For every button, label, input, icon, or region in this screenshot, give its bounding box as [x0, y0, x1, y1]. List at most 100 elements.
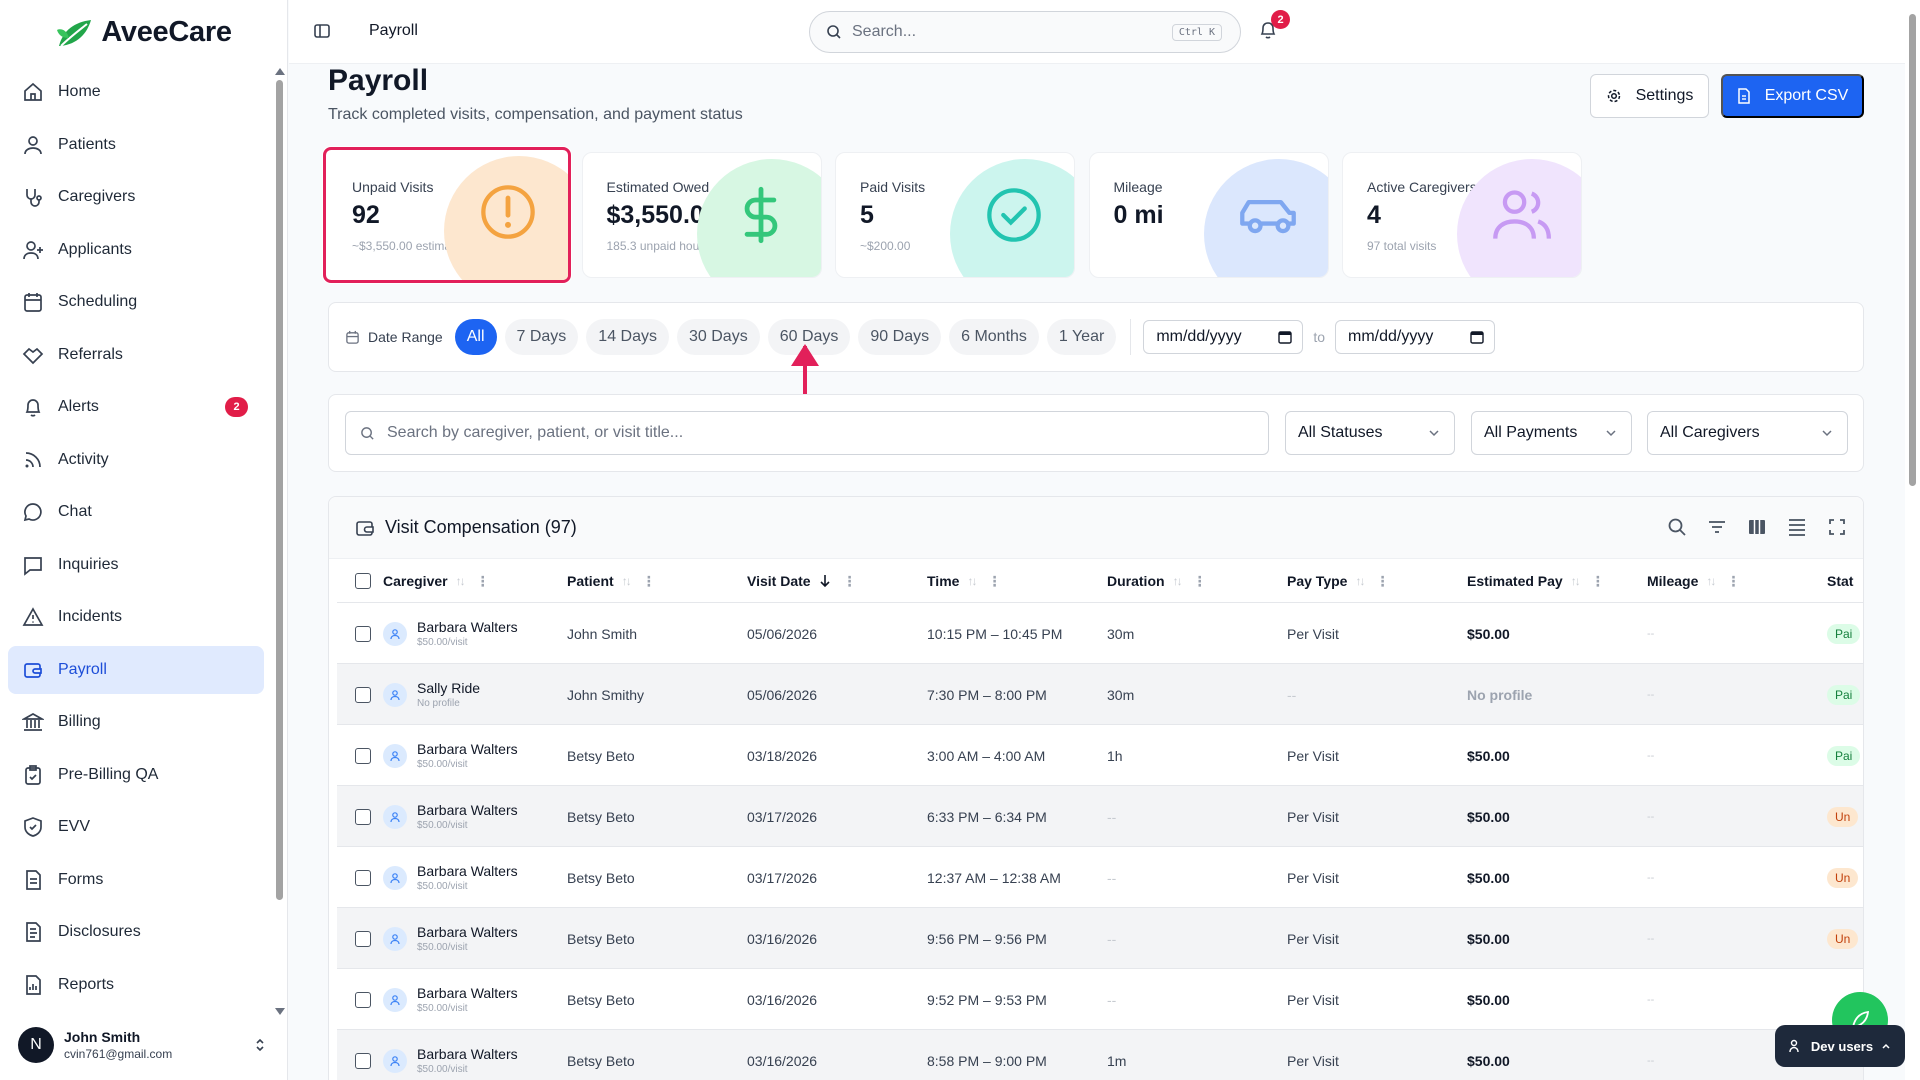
date-range-pill-14-days[interactable]: 14 Days	[586, 319, 669, 355]
app-logo[interactable]: AveeCare	[0, 0, 287, 64]
density-icon[interactable]	[1787, 517, 1809, 539]
sidebar-item-reports[interactable]: Reports	[8, 961, 264, 1009]
row-checkbox[interactable]	[355, 664, 371, 725]
table-search-icon[interactable]	[1667, 517, 1689, 539]
date-range-pill-7-days[interactable]: 7 Days	[504, 319, 579, 355]
sidebar-item-forms[interactable]: Forms	[8, 856, 264, 904]
sidebar-item-home[interactable]: Home	[8, 68, 264, 116]
global-search-input[interactable]: Search... Ctrl K	[809, 11, 1241, 53]
column-menu-icon[interactable]: ⋮	[1590, 573, 1605, 589]
table-row[interactable]: Sally Ride No profile John Smithy 05/06/…	[337, 664, 1863, 725]
stat-card-estimated-owed[interactable]: Estimated Owed $3,550.00 185.3 unpaid ho…	[581, 152, 822, 278]
sidebar-item-scheduling[interactable]: Scheduling	[8, 278, 264, 326]
column-header-time[interactable]: Time ↑↓ ⋮	[927, 559, 1001, 603]
visit-search-input[interactable]: Search by caregiver, patient, or visit t…	[345, 411, 1269, 455]
sort-desc-icon[interactable]	[819, 574, 831, 588]
sort-icon[interactable]: ↑↓	[967, 574, 977, 588]
sidebar-item-alerts[interactable]: Alerts 2	[8, 383, 264, 431]
table-row[interactable]: Barbara Walters $50.00/visit Betsy Beto …	[337, 847, 1863, 908]
settings-button[interactable]: Settings	[1590, 74, 1709, 118]
table-row[interactable]: Barbara Walters $50.00/visit Betsy Beto …	[337, 969, 1863, 1030]
column-menu-icon[interactable]: ⋮	[1726, 573, 1741, 589]
date-range-pill-6-months[interactable]: 6 Months	[949, 319, 1039, 355]
sort-icon[interactable]: ↑↓	[621, 574, 632, 588]
caregiver-cell[interactable]: Barbara Walters $50.00/visit	[383, 969, 518, 1030]
row-checkbox[interactable]	[355, 786, 371, 847]
sidebar-item-applicants[interactable]: Applicants	[8, 226, 264, 274]
sidebar-item-activity[interactable]: Activity	[8, 436, 264, 484]
date-range-pill-all[interactable]: All	[454, 319, 497, 355]
stat-card-unpaid-visits[interactable]: Unpaid Visits 92 ~$3,550.00 estimated	[323, 147, 571, 283]
column-menu-icon[interactable]: ⋮	[475, 573, 490, 589]
sidebar-item-caregivers[interactable]: Caregivers	[8, 173, 264, 221]
table-row[interactable]: Barbara Walters $50.00/visit John Smith …	[337, 603, 1863, 664]
fullscreen-icon[interactable]	[1827, 517, 1849, 539]
sidebar-item-billing[interactable]: Billing	[8, 698, 264, 746]
table-row[interactable]: Barbara Walters $50.00/visit Betsy Beto …	[337, 908, 1863, 969]
column-header-caregiver[interactable]: Caregiver ↑↓ ⋮	[383, 559, 490, 603]
sidebar-item-pre-billing-qa[interactable]: Pre-Billing QA	[8, 751, 264, 799]
column-header-duration[interactable]: Duration ↑↓ ⋮	[1107, 559, 1207, 603]
user-menu[interactable]: N John Smith cvin761@gmail.com	[18, 1020, 276, 1070]
caregiver-cell[interactable]: Barbara Walters $50.00/visit	[383, 725, 518, 786]
column-header-stat[interactable]: Stat	[1827, 559, 1853, 603]
calendar-picker-icon[interactable]	[1278, 330, 1293, 344]
scroll-down-arrow[interactable]	[275, 1008, 285, 1015]
sidebar-item-chat[interactable]: Chat	[8, 488, 264, 536]
sidebar-item-inquiries[interactable]: Inquiries	[8, 541, 264, 589]
sort-icon[interactable]: ↑↓	[1172, 574, 1183, 588]
column-header-estimated-pay[interactable]: Estimated Pay ↑↓ ⋮	[1467, 559, 1605, 603]
status-select[interactable]: All Statuses	[1285, 411, 1455, 455]
caregiver-cell[interactable]: Sally Ride No profile	[383, 664, 480, 725]
column-header-visit-date[interactable]: Visit Date ⋮	[747, 559, 857, 603]
sidebar-item-referrals[interactable]: Referrals	[8, 331, 264, 379]
caregiver-cell[interactable]: Barbara Walters $50.00/visit	[383, 603, 518, 664]
sort-icon[interactable]: ↑↓	[1355, 574, 1365, 588]
caregiver-cell[interactable]: Barbara Walters $50.00/visit	[383, 847, 518, 908]
column-header-patient[interactable]: Patient ↑↓ ⋮	[567, 559, 656, 603]
table-row[interactable]: Barbara Walters $50.00/visit Betsy Beto …	[337, 1030, 1863, 1080]
dev-users-button[interactable]: Dev users	[1775, 1025, 1905, 1067]
row-checkbox[interactable]	[355, 725, 371, 786]
column-menu-icon[interactable]: ⋮	[987, 573, 1002, 589]
column-header-pay-type[interactable]: Pay Type ↑↓ ⋮	[1287, 559, 1389, 603]
payment-select[interactable]: All Payments	[1471, 411, 1632, 455]
scroll-up-arrow[interactable]	[275, 68, 285, 75]
stat-card-mileage[interactable]: Mileage 0 mi	[1088, 152, 1329, 278]
sidebar-item-evv[interactable]: EVV	[8, 803, 264, 851]
sidebar-item-incidents[interactable]: Incidents	[8, 593, 264, 641]
date-to-input[interactable]: mm/dd/yyyy	[1335, 320, 1495, 354]
table-row[interactable]: Barbara Walters $50.00/visit Betsy Beto …	[337, 725, 1863, 786]
sidebar-item-patients[interactable]: Patients	[8, 121, 264, 169]
stat-card-paid-visits[interactable]: Paid Visits 5 ~$200.00	[835, 152, 1075, 278]
column-menu-icon[interactable]: ⋮	[641, 573, 656, 589]
caregiver-cell[interactable]: Barbara Walters $50.00/visit	[383, 908, 518, 969]
column-menu-icon[interactable]: ⋮	[1375, 573, 1390, 589]
page-scrollbar-thumb[interactable]	[1909, 14, 1916, 486]
date-from-input[interactable]: mm/dd/yyyy	[1143, 320, 1304, 354]
row-checkbox[interactable]	[355, 908, 371, 969]
caregiver-select[interactable]: All Caregivers	[1647, 411, 1848, 455]
row-checkbox[interactable]	[355, 969, 371, 1030]
column-header-mileage[interactable]: Mileage ↑↓ ⋮	[1647, 559, 1740, 603]
stat-card-active-caregivers[interactable]: Active Caregivers 4 97 total visits	[1342, 152, 1582, 278]
sidebar-item-disclosures[interactable]: Disclosures	[8, 908, 264, 956]
scrollbar-thumb[interactable]	[276, 80, 283, 900]
sort-icon[interactable]: ↑↓	[455, 574, 466, 588]
sidebar-item-payroll[interactable]: Payroll	[8, 645, 264, 694]
export-csv-button[interactable]: Export CSV	[1721, 74, 1864, 118]
filter-icon[interactable]	[1707, 517, 1729, 539]
notification-bell-icon[interactable]	[1259, 20, 1277, 40]
column-menu-icon[interactable]: ⋮	[842, 573, 857, 589]
row-checkbox[interactable]	[355, 603, 371, 664]
sidebar-scrollbar[interactable]	[274, 68, 285, 1015]
row-checkbox[interactable]	[355, 1030, 371, 1080]
sidebar-toggle-icon[interactable]	[313, 22, 331, 40]
date-range-pill-1-year[interactable]: 1 Year	[1046, 319, 1117, 355]
row-checkbox[interactable]	[355, 847, 371, 908]
calendar-picker-icon[interactable]	[1470, 330, 1484, 344]
page-scrollbar[interactable]	[1905, 0, 1920, 1080]
columns-icon[interactable]	[1747, 517, 1769, 539]
sort-icon[interactable]: ↑↓	[1706, 574, 1716, 588]
date-range-pill-30-days[interactable]: 30 Days	[677, 319, 760, 355]
